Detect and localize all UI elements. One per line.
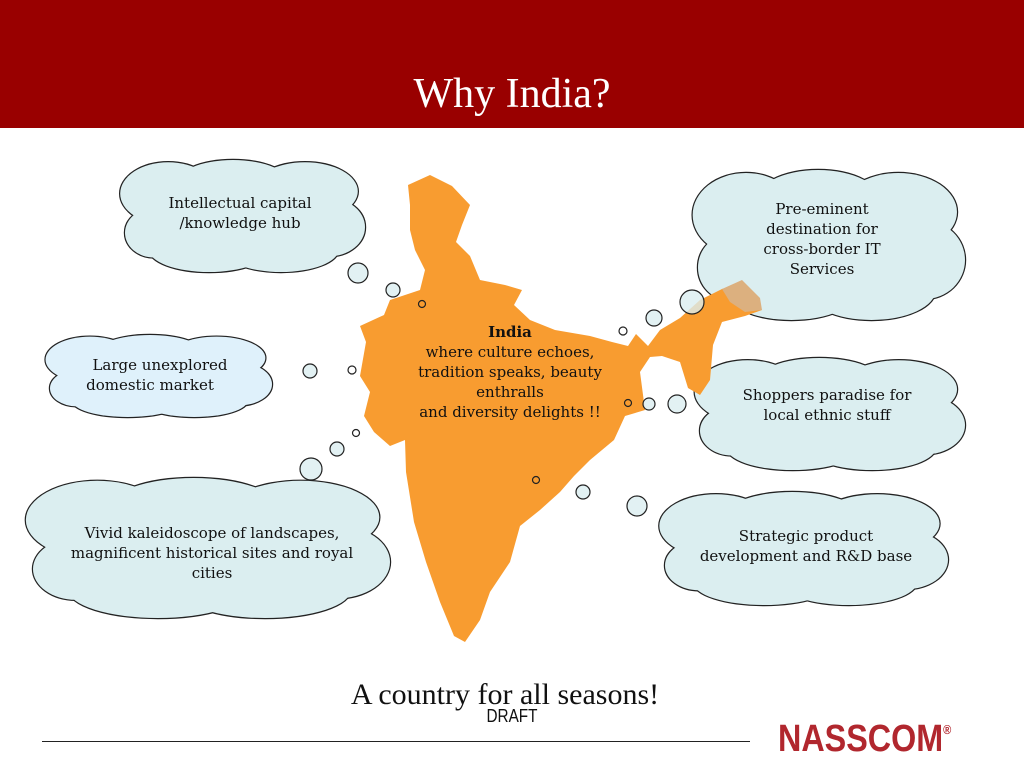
thought-cloud [118,158,367,274]
cloud-line: Services [789,260,855,278]
thought-bubble [302,363,318,379]
cloud-line: Intellectual capital [168,194,312,212]
cloud-line: Large unexplored [92,356,228,374]
cloud-line: Pre-eminent [775,200,869,218]
caption-line: where culture echoes, [425,343,595,361]
caption-line: enthralls [476,383,544,401]
cloud-line: destination for [766,220,878,238]
thought-bubble [626,495,648,517]
caption-line: and diversity delights !! [419,403,601,421]
registered-mark: ® [943,722,952,737]
cloud-text-it-services: Pre-eminent destination for cross-border… [722,199,922,279]
thought-cloud [693,356,967,472]
thought-bubble [385,282,401,298]
thought-bubble [417,299,427,309]
cloud-line: local ethnic stuff [763,406,891,424]
thought-bubble [299,457,323,481]
thought-bubble [618,326,628,336]
cloud-text-landscapes: Vivid kaleidoscope of landscapes, magnif… [42,523,382,583]
cloud-line: development and R&D base [699,547,913,565]
neighbor-region [722,280,762,312]
logo-text: NASSCOM [778,718,944,760]
cloud-line: cities [191,564,233,582]
header-band [0,0,1024,128]
thought-bubble [351,428,361,438]
thought-bubble [329,441,345,457]
cloud-text-intellectual: Intellectual capital /knowledge hub [140,193,340,233]
nasscom-logo: NASSCOM® [778,718,951,761]
thought-cloud [691,168,967,322]
caption-line: tradition speaks, beauty [418,363,602,381]
thought-bubble [645,309,663,327]
thought-cloud [658,490,950,607]
footer-divider [42,741,750,742]
thought-cloud [24,476,392,620]
slide-title: Why India? [413,71,611,117]
india-caption: India where culture echoes, tradition sp… [380,322,640,422]
thought-bubble [531,475,541,485]
thought-bubble [623,398,633,408]
cloud-line: Shoppers paradise for [742,386,912,404]
thought-bubble [642,397,656,411]
draft-watermark: DRAFT [486,706,538,726]
india-map [360,175,762,642]
thought-bubble [575,484,591,500]
cloud-line: magnificent historical sites and royal [70,544,354,562]
cloud-text-market: Large unexplored domestic market [60,355,260,395]
thought-bubble [347,365,357,375]
cloud-line: domestic market [86,376,214,394]
thought-bubble [347,262,369,284]
tagline: A country for all seasons! [350,678,660,711]
cloud-line: cross-border IT [763,240,881,258]
thought-bubble [667,394,687,414]
thought-bubble [679,289,705,315]
india-heading: India [488,323,532,341]
cloud-line: /knowledge hub [179,214,301,232]
cloud-line: Strategic product [738,527,874,545]
cloud-text-rnd: Strategic product development and R&D ba… [681,526,931,566]
thought-cloud [44,333,274,419]
cloud-text-shoppers: Shoppers paradise for local ethnic stuff [717,385,937,425]
cloud-line: Vivid kaleidoscope of landscapes, [84,524,340,542]
